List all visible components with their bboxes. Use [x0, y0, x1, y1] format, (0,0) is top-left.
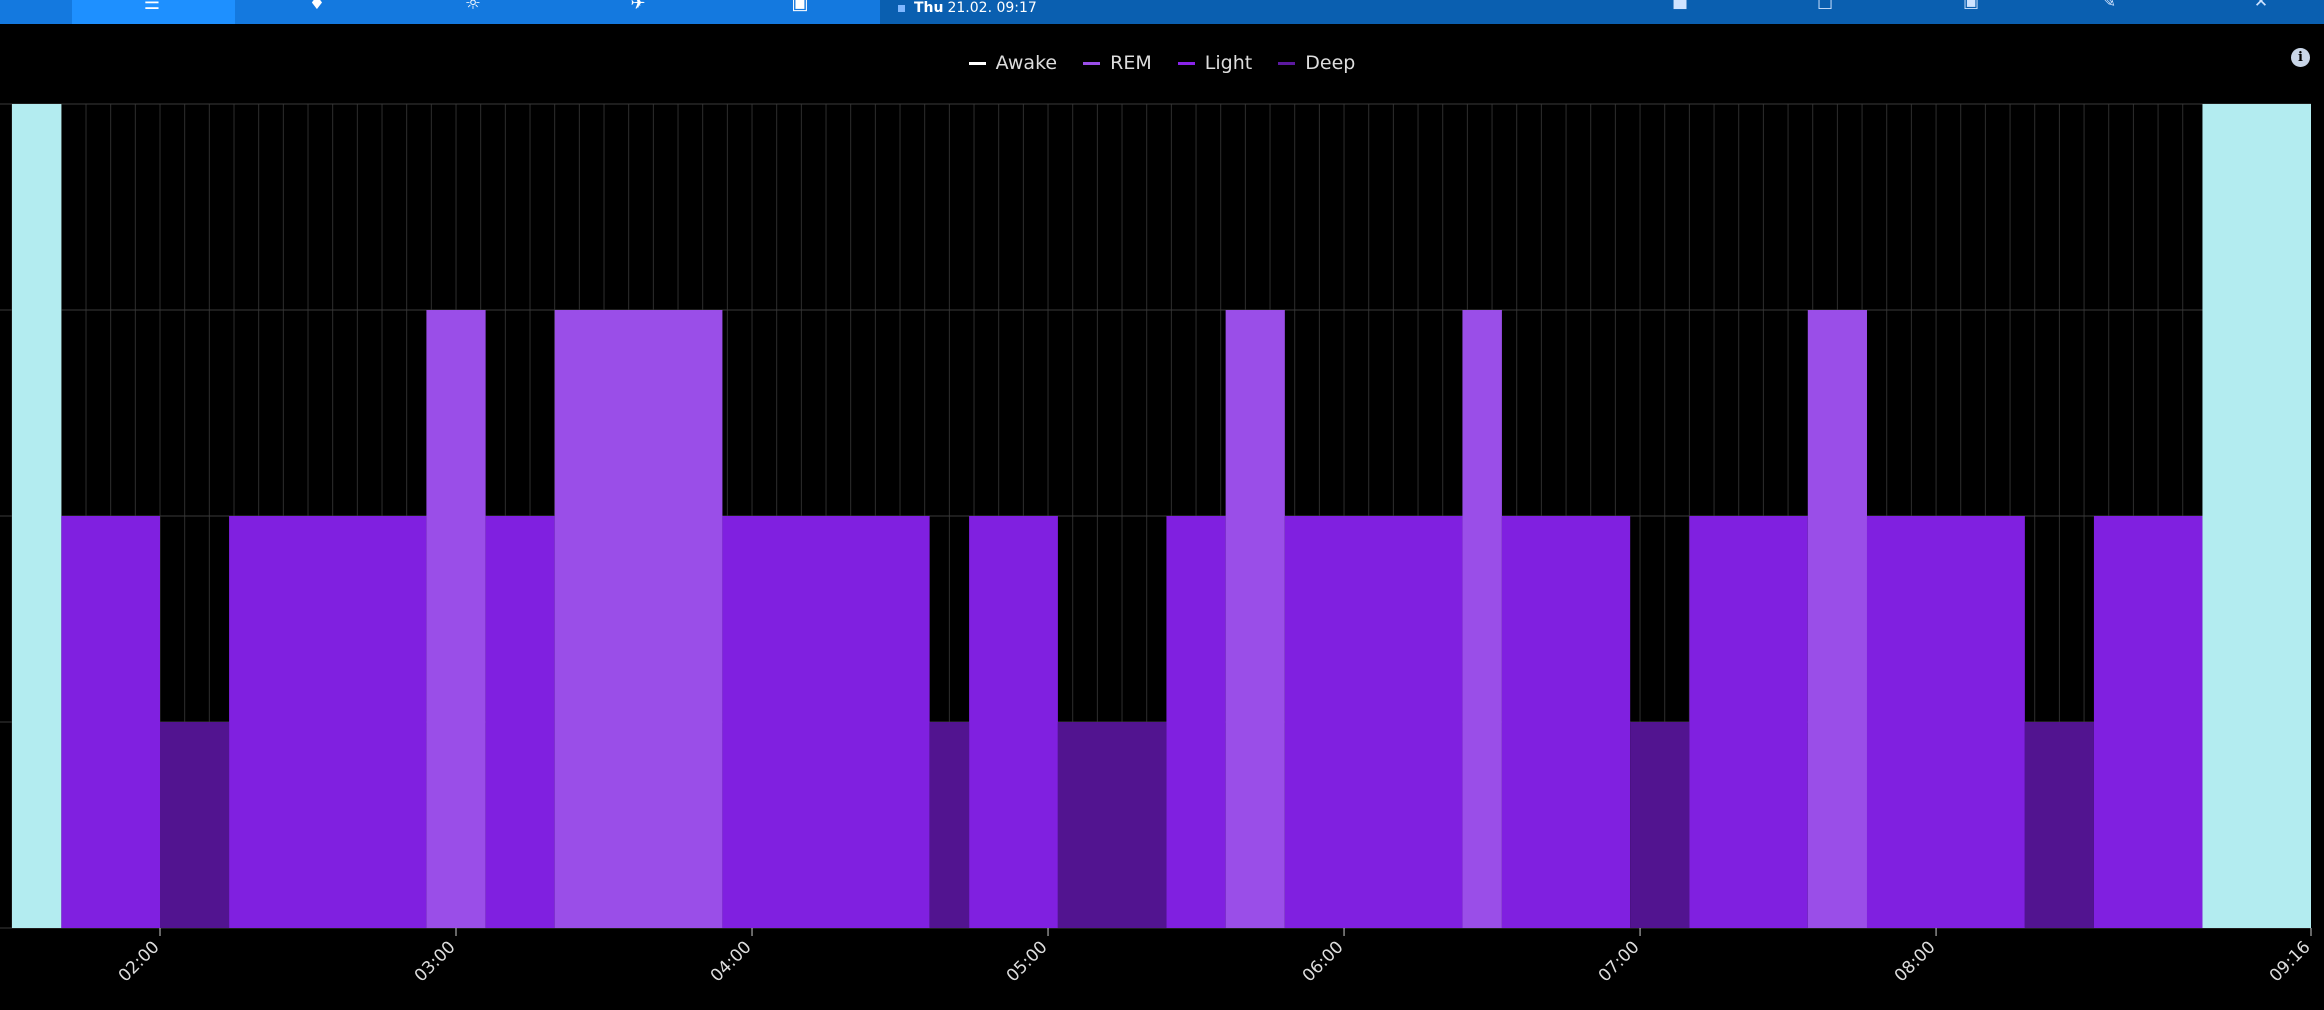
stage-bar-rem — [1462, 310, 1502, 928]
nav-tabs: ☰ ♦ ☼ ✈ ▣ — [0, 0, 880, 24]
legend-swatch-deep — [1278, 62, 1296, 65]
legend-item-deep[interactable]: Deep — [1278, 52, 1355, 74]
x-tick-label: 07:00 — [1595, 937, 1644, 986]
date-display: Thu 21.02. 09:17 — [898, 0, 1037, 24]
date-value: 21.02. 09:17 — [947, 0, 1037, 16]
stage-bar-light — [61, 516, 161, 928]
stage-bar-light — [722, 516, 930, 928]
stage-bar-light — [1501, 516, 1631, 928]
info-icon[interactable]: i — [2291, 48, 2310, 67]
stage-bar-deep — [2024, 722, 2094, 928]
x-tick-label: 08:00 — [1891, 937, 1940, 986]
date-dot-icon — [898, 4, 905, 12]
legend-swatch-light — [1177, 62, 1195, 65]
nav-tab-active[interactable] — [72, 0, 235, 24]
stage-bar-light — [1166, 516, 1226, 928]
device-icon[interactable]: ▣ — [791, 0, 809, 14]
stage-bar-light — [229, 516, 427, 928]
top-bar: ☰ ♦ ☼ ✈ ▣ Thu 21.02. 09:17 ■ □ ▣ ✎ ✕ — [0, 0, 2324, 24]
stage-bar-light — [1866, 516, 2025, 928]
stage-bar-deep — [160, 722, 230, 928]
legend-swatch-rem — [1083, 62, 1101, 65]
legend-label-deep: Deep — [1305, 52, 1356, 74]
x-tick-label: 05:00 — [1003, 937, 1052, 986]
export-icon[interactable]: ▣ — [1962, 0, 1980, 12]
save-icon[interactable]: □ — [1816, 0, 1834, 12]
stage-bar-rem — [554, 310, 723, 928]
edit-icon[interactable]: ✎ — [2101, 0, 2117, 12]
date-day: Thu — [914, 0, 944, 16]
x-tick-label: 04:00 — [707, 937, 756, 986]
x-tick-label: 03:00 — [411, 937, 460, 986]
stage-bar-rem — [426, 310, 486, 928]
weather-icon[interactable]: ☼ — [464, 0, 482, 14]
x-tick-label: 02:00 — [115, 937, 164, 986]
x-tick-label: 09:16 — [2266, 937, 2315, 986]
stage-bar-light — [485, 516, 555, 928]
flight-icon[interactable]: ✈ — [630, 0, 646, 14]
stage-bar-light — [1284, 516, 1463, 928]
home-icon[interactable]: ☰ — [143, 0, 161, 14]
x-tick-label: 06:00 — [1299, 937, 1348, 986]
stage-bar-awake — [2202, 104, 2311, 928]
stage-bar-awake — [12, 104, 62, 928]
car-icon[interactable]: ■ — [1671, 0, 1689, 12]
pin-icon[interactable]: ♦ — [308, 0, 326, 14]
stage-bar-light — [969, 516, 1058, 928]
legend-label-awake: Awake — [995, 52, 1058, 74]
close-icon[interactable]: ✕ — [2253, 0, 2269, 12]
stage-bar-deep — [1630, 722, 1690, 928]
stage-bar-rem — [1225, 310, 1285, 928]
legend-item-light[interactable]: Light — [1177, 52, 1253, 74]
stage-bar-light — [1689, 516, 1808, 928]
legend-swatch-awake — [968, 62, 986, 65]
stage-bar-rem — [1807, 310, 1867, 928]
legend-label-light: Light — [1204, 52, 1253, 74]
legend-item-rem[interactable]: REM — [1083, 52, 1152, 74]
legend-label-rem: REM — [1110, 52, 1152, 74]
legend-item-awake[interactable]: Awake — [968, 52, 1058, 74]
chart-legend: Awake REM Light Deep — [0, 52, 2324, 80]
stage-bar-deep — [929, 722, 970, 928]
stage-bar-deep — [1057, 722, 1167, 928]
stage-bar-light — [2093, 516, 2203, 928]
